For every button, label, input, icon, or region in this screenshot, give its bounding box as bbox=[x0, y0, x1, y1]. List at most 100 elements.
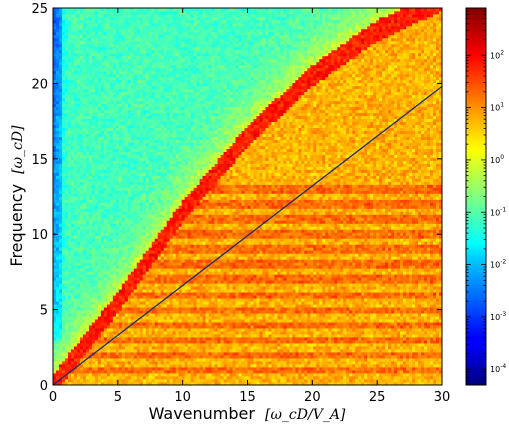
heatmap-cell bbox=[58, 340, 63, 344]
heatmap-cell bbox=[73, 91, 78, 96]
heatmap-cell bbox=[88, 364, 93, 368]
heatmap-cell bbox=[130, 46, 135, 51]
heatmap-cell bbox=[55, 58, 60, 63]
heatmap-cell bbox=[79, 265, 84, 269]
heatmap-cell bbox=[85, 19, 90, 24]
heatmap-cell bbox=[160, 64, 165, 69]
heatmap-cell bbox=[91, 343, 96, 347]
heatmap-cell bbox=[124, 301, 129, 305]
heatmap-cell bbox=[85, 316, 90, 320]
heatmap-cell bbox=[166, 70, 171, 75]
heatmap-cell bbox=[97, 226, 102, 230]
heatmap-cell bbox=[115, 325, 120, 329]
heatmap-cell bbox=[163, 277, 168, 281]
heatmap-cell bbox=[112, 133, 117, 138]
heatmap-cell bbox=[130, 244, 135, 248]
heatmap-cell bbox=[73, 337, 78, 341]
heatmap-cell bbox=[100, 319, 105, 323]
heatmap-cell bbox=[61, 241, 66, 245]
heatmap-cell bbox=[133, 235, 138, 239]
heatmap-cell bbox=[97, 8, 102, 12]
heatmap-cell bbox=[55, 355, 60, 359]
heatmap-cell bbox=[139, 16, 144, 21]
heatmap-cell bbox=[148, 124, 153, 129]
heatmap-cell bbox=[73, 142, 78, 146]
heatmap-cell bbox=[82, 319, 87, 323]
heatmap-cell bbox=[106, 253, 111, 257]
heatmap-cell bbox=[127, 118, 132, 123]
heatmap-cell bbox=[55, 271, 60, 275]
heatmap-cell bbox=[154, 364, 159, 368]
heatmap-cell bbox=[157, 334, 162, 338]
heatmap-cell bbox=[151, 241, 156, 245]
heatmap-cell bbox=[53, 190, 57, 194]
heatmap-cell bbox=[148, 358, 153, 362]
heatmap-cell bbox=[166, 181, 171, 185]
heatmap-cell bbox=[85, 349, 90, 353]
heatmap-cell bbox=[112, 283, 117, 287]
heatmap-cell bbox=[130, 37, 135, 42]
heatmap-cell bbox=[67, 202, 72, 206]
heatmap-cell bbox=[142, 256, 147, 260]
heatmap-cell bbox=[169, 298, 174, 302]
heatmap-cell bbox=[106, 8, 111, 12]
heatmap-cell bbox=[112, 142, 117, 146]
heatmap-cell bbox=[91, 238, 96, 242]
heatmap-cell bbox=[76, 304, 81, 308]
heatmap-cell bbox=[151, 64, 156, 69]
heatmap-cell bbox=[76, 28, 81, 33]
heatmap-cell bbox=[145, 226, 150, 230]
heatmap-cell bbox=[169, 205, 174, 209]
heatmap-cell bbox=[124, 85, 129, 90]
heatmap-cell bbox=[100, 370, 105, 374]
heatmap-cell bbox=[145, 8, 150, 12]
heatmap-cell bbox=[115, 178, 120, 182]
heatmap-cell bbox=[157, 343, 162, 347]
heatmap-cell bbox=[166, 28, 171, 33]
heatmap-cell bbox=[64, 208, 69, 212]
heatmap-cell bbox=[106, 277, 111, 281]
heatmap-cell bbox=[142, 130, 147, 135]
heatmap-cell bbox=[106, 292, 111, 296]
heatmap-cell bbox=[79, 142, 84, 146]
heatmap-cell bbox=[112, 211, 117, 215]
heatmap-cell bbox=[166, 97, 171, 102]
heatmap-cell bbox=[166, 133, 171, 138]
heatmap-cell bbox=[73, 181, 78, 185]
heatmap-cell bbox=[133, 211, 138, 215]
heatmap-cell bbox=[76, 229, 81, 233]
heatmap-cell bbox=[157, 352, 162, 356]
heatmap-cell bbox=[133, 361, 138, 365]
heatmap-cell bbox=[106, 226, 111, 230]
heatmap-cell bbox=[67, 178, 72, 182]
heatmap-cell bbox=[55, 331, 60, 335]
heatmap-cell bbox=[61, 187, 66, 191]
heatmap-cell bbox=[136, 13, 141, 18]
heatmap-cell bbox=[100, 325, 105, 329]
heatmap-cell bbox=[82, 169, 87, 173]
heatmap-cell bbox=[70, 19, 75, 24]
heatmap-cell bbox=[136, 67, 141, 72]
heatmap-cell bbox=[121, 361, 126, 365]
heatmap-cell bbox=[124, 178, 129, 182]
heatmap-cell bbox=[163, 187, 168, 191]
heatmap-cell bbox=[61, 169, 66, 173]
heatmap-cell bbox=[58, 358, 63, 362]
heatmap-cell bbox=[157, 37, 162, 42]
heatmap-cell bbox=[127, 31, 132, 36]
heatmap-cell bbox=[136, 211, 141, 215]
heatmap-cell bbox=[163, 337, 168, 341]
heatmap-cell bbox=[142, 208, 147, 212]
heatmap-cell bbox=[151, 226, 156, 230]
heatmap-cell bbox=[133, 250, 138, 254]
heatmap-cell bbox=[94, 271, 99, 275]
heatmap-cell bbox=[139, 34, 144, 39]
heatmap-cell bbox=[139, 274, 144, 278]
heatmap-cell bbox=[100, 343, 105, 347]
heatmap-cell bbox=[91, 79, 96, 84]
heatmap-cell bbox=[73, 175, 78, 179]
heatmap-cell bbox=[118, 103, 123, 108]
heatmap-cell bbox=[106, 76, 111, 81]
heatmap-cell bbox=[163, 142, 168, 146]
heatmap-cell bbox=[94, 355, 99, 359]
